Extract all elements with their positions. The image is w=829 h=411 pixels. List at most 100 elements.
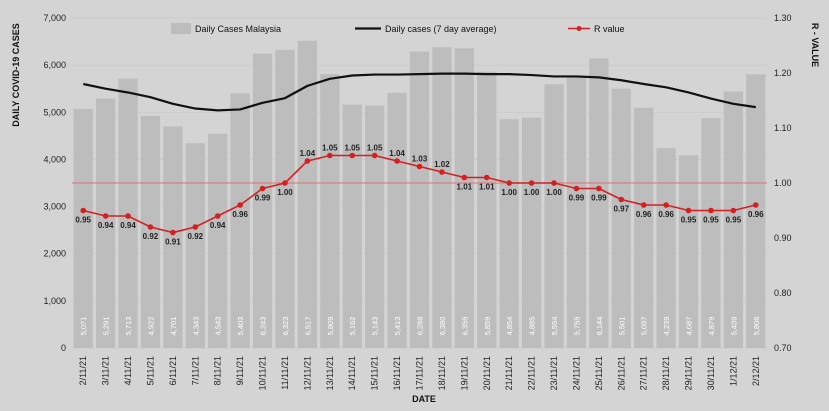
- bar: [275, 49, 295, 349]
- r-point: [282, 180, 288, 186]
- r-value-label: 1.05: [344, 144, 360, 153]
- y2-tick-label: 1.20: [774, 68, 792, 78]
- r-point: [80, 207, 87, 214]
- x-tick-label: 3/11/21: [101, 356, 111, 385]
- r-value-label: 1.03: [412, 155, 428, 164]
- y-tick-label: 3,000: [43, 202, 66, 212]
- bar-value-label: 6,243: [259, 317, 268, 336]
- y-tick-label: 0: [61, 343, 66, 353]
- legend-label-r-value: R value: [594, 24, 625, 34]
- bar: [656, 148, 676, 348]
- r-point: [125, 213, 131, 219]
- line-series-7day-average: [82, 72, 756, 112]
- r-point: [349, 152, 356, 159]
- x-tick-label: 20/11/21: [482, 356, 492, 390]
- bar: [432, 47, 452, 348]
- avg-line-path: [82, 72, 756, 112]
- y2-tick-label: 0.90: [774, 233, 792, 243]
- r-point: [102, 213, 109, 219]
- bar-value-label: 6,323: [281, 317, 290, 336]
- bar: [297, 40, 318, 349]
- x-tick-label: 30/11/21: [706, 356, 716, 390]
- bar: [521, 117, 542, 348]
- x-tick-label: 12/11/21: [302, 356, 312, 390]
- bar-value-label: 5,501: [617, 317, 626, 336]
- x-tick-label: 16/11/21: [392, 356, 402, 390]
- r-point: [214, 213, 221, 219]
- r-value-label: 1.05: [367, 144, 383, 153]
- r-point: [416, 163, 423, 170]
- bar: [611, 88, 631, 348]
- bar-value-label: 4,087: [685, 317, 694, 336]
- x-tick-label: 2/12/21: [751, 356, 761, 386]
- r-point: [596, 185, 602, 192]
- bar: [678, 155, 699, 348]
- x-tick-label: 4/11/21: [123, 356, 133, 385]
- x-tick-label: 17/11/21: [415, 356, 425, 390]
- r-value-label: 0.99: [591, 194, 607, 203]
- bar-value-label: 4,543: [214, 317, 223, 336]
- x-tick-label: 23/11/21: [549, 356, 559, 390]
- x-tick-label: 19/11/21: [459, 356, 469, 390]
- legend-label-7day-average: Daily cases (7 day average): [385, 24, 497, 34]
- r-point: [663, 202, 669, 208]
- y-tick-label: 6,000: [43, 60, 66, 70]
- bar-value-label: 4,922: [146, 317, 155, 336]
- bar-value-label: 5,413: [393, 317, 402, 336]
- r-point: [170, 229, 176, 236]
- x-tick-label: 14/11/21: [347, 356, 357, 390]
- x-tick-label: 25/11/21: [594, 356, 604, 390]
- r-point: [528, 180, 535, 186]
- bar: [566, 76, 587, 348]
- r-point: [327, 152, 333, 159]
- r-value-label: 1.00: [546, 188, 562, 197]
- bar: [230, 93, 250, 348]
- y2-tick-label: 0.80: [774, 288, 792, 298]
- bar: [208, 133, 228, 348]
- bar-value-label: 5,439: [729, 317, 738, 336]
- y-tick-label: 1,000: [43, 296, 66, 306]
- x-tick-label: 13/11/21: [325, 356, 335, 390]
- r-point: [439, 169, 445, 175]
- bar-value-label: 5,403: [236, 317, 245, 336]
- r-point: [461, 174, 468, 181]
- legend-label-daily-cases: Daily Cases Malaysia: [195, 24, 281, 34]
- r-point: [304, 158, 311, 164]
- bar-value-label: 4,879: [707, 317, 716, 336]
- x-tick-label: 10/11/21: [258, 356, 268, 390]
- bar: [342, 104, 362, 348]
- r-point: [506, 180, 512, 186]
- bar-value-label: 6,355: [460, 317, 469, 336]
- bar-value-label: 6,288: [416, 317, 425, 336]
- bar: [95, 98, 116, 349]
- x-tick-label: 28/11/21: [661, 356, 671, 390]
- line-series-r-value: [80, 152, 759, 236]
- bar: [701, 117, 721, 349]
- r-point: [708, 207, 714, 214]
- y2-tick-label: 1.00: [774, 178, 792, 188]
- x-tick-label: 8/11/21: [213, 356, 223, 385]
- r-value-label: 1.04: [300, 149, 316, 158]
- r-point: [573, 185, 580, 192]
- legend: Daily Cases Malaysia Daily cases (7 day …: [171, 23, 625, 34]
- bar-series-daily-cases: [73, 40, 766, 349]
- bar-value-label: 5,143: [371, 317, 380, 336]
- y-tick-label: 2,000: [43, 249, 66, 259]
- right-axis-ticks: 0.70 0.80 0.90 1.00 1.10 1.20 1.30: [774, 13, 792, 353]
- r-value-label: 1.01: [479, 183, 495, 192]
- x-tick-label: 27/11/21: [639, 356, 649, 390]
- bar-value-label: 5,097: [640, 317, 649, 336]
- legend-marker-r-value: [576, 26, 582, 31]
- x-tick-label: 6/11/21: [168, 356, 178, 385]
- bar-value-labels: 5,071 5,291 5,713 4,922 4,701 4,343 4,543 5,403…: [79, 317, 761, 336]
- x-tick-label: 11/11/21: [280, 356, 290, 390]
- bar: [634, 107, 654, 348]
- bar: [589, 58, 609, 349]
- bar-value-label: 6,144: [595, 317, 604, 336]
- x-tick-label: 5/11/21: [145, 356, 155, 385]
- bar-value-label: 5,809: [326, 317, 335, 336]
- y-tick-label: 4,000: [43, 154, 66, 164]
- r-point: [147, 224, 154, 230]
- bar-value-label: 5,162: [348, 317, 357, 336]
